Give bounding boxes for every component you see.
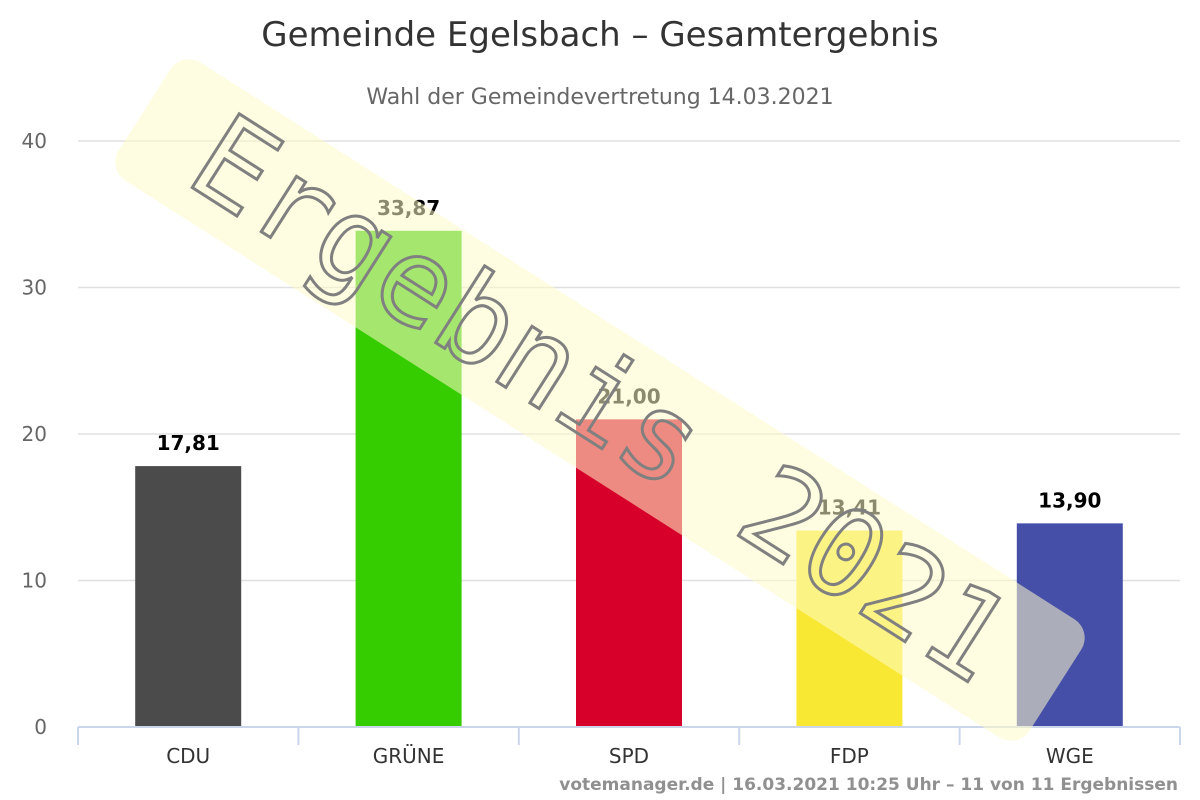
x-tick-label: GRÜNE: [373, 744, 445, 768]
x-tick-label: FDP: [830, 744, 869, 768]
credits-text: votemanager.de | 16.03.2021 10:25 Uhr – …: [559, 775, 1178, 795]
y-tick-label: 40: [22, 129, 47, 153]
watermark-band: [115, 59, 1085, 741]
y-tick-label: 20: [22, 422, 47, 446]
y-tick-label: 10: [22, 569, 47, 593]
y-tick-label: 0: [34, 715, 47, 739]
chart-title: Gemeinde Egelsbach – Gesamtergebnis: [261, 15, 938, 55]
y-axis-ticks: 0 10 20 30 40: [22, 129, 47, 739]
chart-subtitle: Wahl der Gemeindevertretung 14.03.2021: [366, 85, 833, 110]
y-tick-label: 30: [22, 276, 47, 300]
x-tick-label: SPD: [609, 744, 649, 768]
bar-cdu: [135, 466, 242, 727]
data-label: 13,90: [1038, 488, 1101, 512]
x-tick-label: CDU: [166, 744, 210, 768]
x-tick-label: WGE: [1046, 744, 1094, 768]
data-label: 17,81: [157, 431, 220, 455]
